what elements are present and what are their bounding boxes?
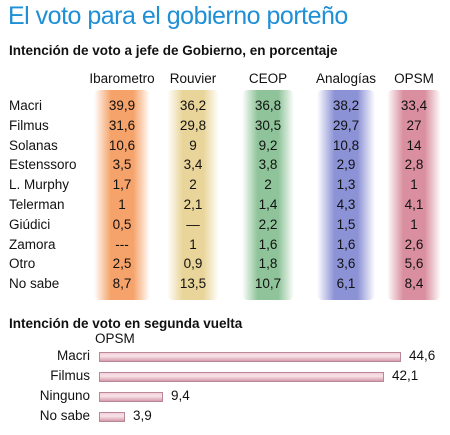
row-label: Estenssoro <box>9 157 77 173</box>
table-cell: 10,6 <box>108 137 136 153</box>
column-header: Ibarometro <box>89 71 155 86</box>
table-cell: 3,4 <box>183 157 203 173</box>
table-cell: 4,1 <box>404 197 424 212</box>
row-label: Solanas <box>9 137 58 153</box>
column-band-4 <box>387 90 441 300</box>
table-cell: 1 <box>410 177 418 193</box>
table-cell: 2,9 <box>336 157 356 173</box>
runoff-subtitle: Intención de voto en segunda vuelta <box>9 316 243 331</box>
bar-value-label: 3,9 <box>133 408 152 423</box>
bar-no-sabe <box>99 412 125 422</box>
column-band-3 <box>317 90 375 300</box>
table-cell: 3,8 <box>258 157 278 173</box>
table-cell: 9,2 <box>258 137 278 153</box>
bar-ninguno <box>99 392 163 402</box>
bar-value-label: 9,4 <box>171 388 190 403</box>
table-cell: 29,8 <box>179 117 207 133</box>
table-cell: 1,3 <box>336 177 356 193</box>
row-label: No sabe <box>9 276 60 292</box>
row-label: L. Murphy <box>9 177 70 193</box>
column-header: Rouvier <box>169 71 217 86</box>
table-cell: 14 <box>406 137 422 153</box>
table-cell: 3,6 <box>336 256 356 272</box>
table-cell: 0,5 <box>112 216 132 232</box>
row-label: Telerman <box>9 197 65 212</box>
table-cell: 4,3 <box>336 197 356 212</box>
column-band-1 <box>167 90 219 300</box>
row-label: Filmus <box>9 117 49 133</box>
table-cell: 1 <box>189 236 197 252</box>
runoff-source-label: OPSM <box>95 331 135 346</box>
table-cell: 2 <box>189 177 197 193</box>
table-cell: 30,5 <box>254 117 282 133</box>
column-header: Analogías <box>315 71 377 86</box>
table-cell: 29,7 <box>332 117 360 133</box>
table-cell: 10,7 <box>254 276 282 292</box>
table-cell: 0,9 <box>183 256 203 272</box>
row-label: Zamora <box>9 236 56 252</box>
table-cell: 1 <box>118 197 126 212</box>
table-cell: 2,1 <box>183 197 203 212</box>
table-cell: 33,4 <box>400 98 428 113</box>
bar-filmus <box>99 372 384 382</box>
table-cell: 39,9 <box>108 98 136 113</box>
table-cell: 6,1 <box>336 276 356 292</box>
table-cell: 31,6 <box>108 117 136 133</box>
row-label: Giúdici <box>9 216 51 232</box>
table-cell: 1 <box>410 216 418 232</box>
table-cell: 1,5 <box>336 216 356 232</box>
table-cell: 2,2 <box>258 216 278 232</box>
table-cell: 9 <box>189 137 197 153</box>
bar-category-label: Filmus <box>50 368 90 383</box>
table-cell: — <box>186 216 200 232</box>
bar-value-label: 42,1 <box>392 368 419 383</box>
table-cell: --- <box>115 236 129 252</box>
table-cell: 1,6 <box>258 236 278 252</box>
bar-macri <box>99 352 401 362</box>
bar-category-label: Ninguno <box>39 388 90 403</box>
table-cell: 1,6 <box>336 236 356 252</box>
table-cell: 2 <box>264 177 272 193</box>
column-header: CEOP <box>248 71 288 86</box>
table-cell: 5,6 <box>404 256 424 272</box>
table-cell: 3,5 <box>112 157 132 173</box>
bar-category-label: Macri <box>57 348 90 363</box>
table-cell: 1,4 <box>258 197 278 212</box>
bar-value-label: 44,6 <box>409 348 436 363</box>
table-cell: 2,8 <box>404 157 424 173</box>
table-cell: 36,8 <box>254 98 282 113</box>
table-cell: 1,8 <box>258 256 278 272</box>
bar-category-label: No sabe <box>39 408 90 423</box>
table-cell: 27 <box>406 117 422 133</box>
column-band-2 <box>242 90 294 300</box>
table-cell: 13,5 <box>179 276 207 292</box>
row-label: Macri <box>9 98 42 113</box>
table-cell: 2,5 <box>112 256 132 272</box>
table-cell: 2,6 <box>404 236 424 252</box>
column-band-0 <box>94 90 150 300</box>
table-cell: 38,2 <box>332 98 360 113</box>
table-cell: 1,7 <box>112 177 132 193</box>
table-cell: 8,4 <box>404 276 424 292</box>
table-cell: 10,8 <box>332 137 360 153</box>
chart-title: El voto para el gobierno porteño <box>8 2 348 30</box>
table-subtitle: Intención de voto a jefe de Gobierno, en… <box>9 43 338 58</box>
column-header: OPSM <box>394 71 434 86</box>
table-cell: 8,7 <box>112 276 132 292</box>
table-cell: 36,2 <box>179 98 207 113</box>
row-label: Otro <box>9 256 36 272</box>
